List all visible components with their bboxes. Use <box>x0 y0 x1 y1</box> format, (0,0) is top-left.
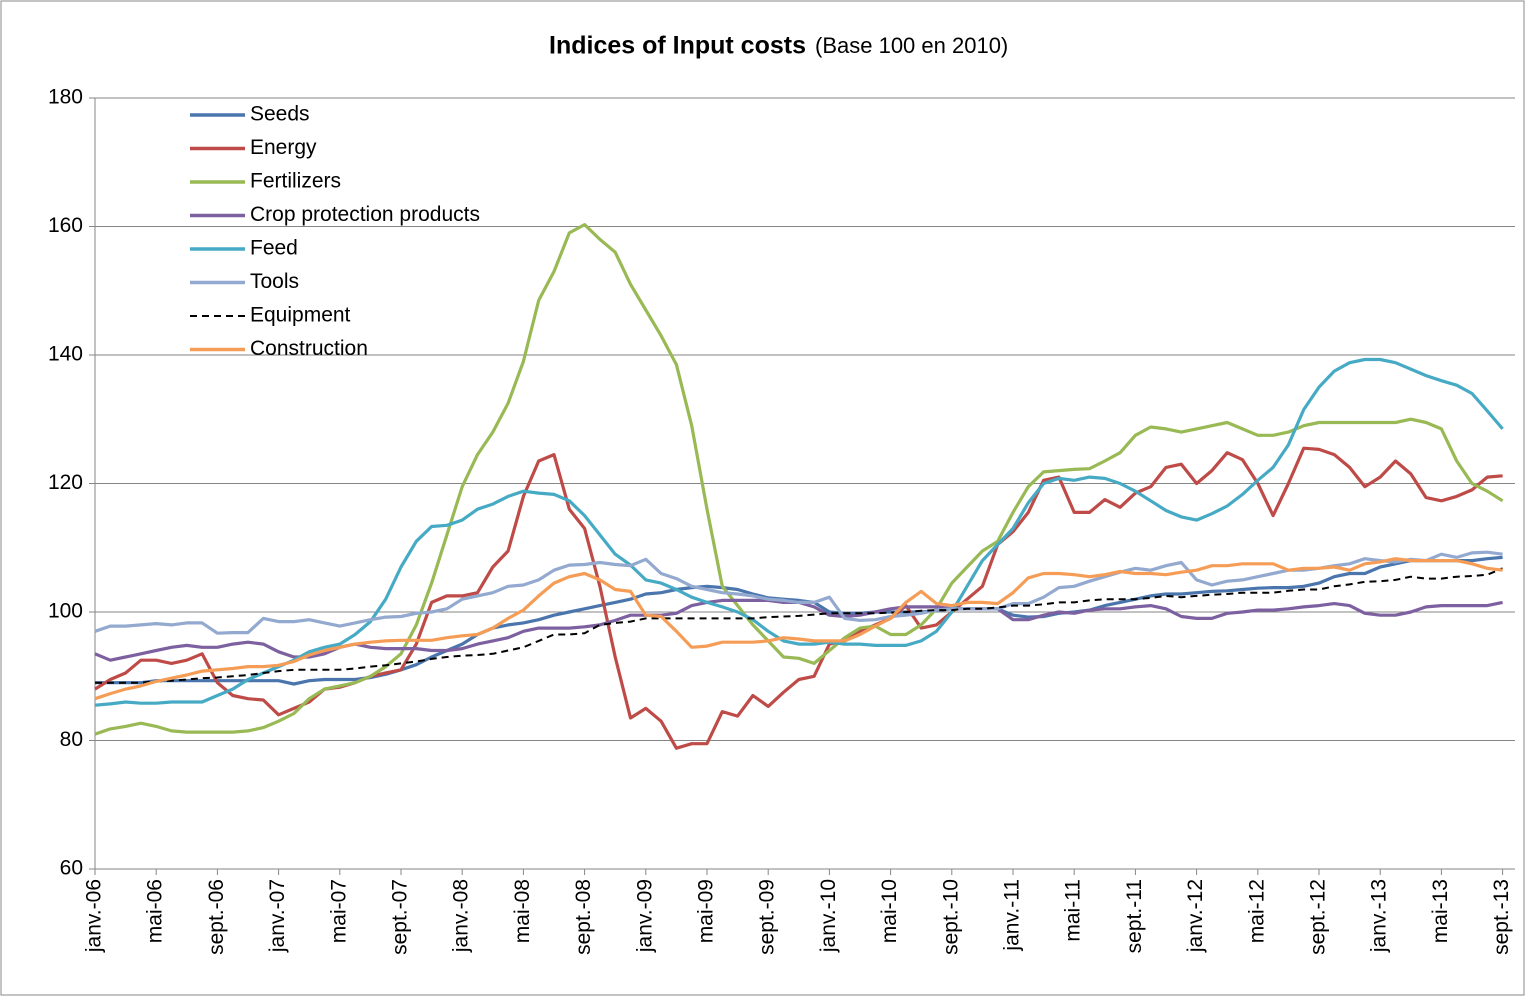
series-line <box>94 550 1503 635</box>
x-tick-label: janv.-13 <box>1368 879 1391 953</box>
x-tick-label: sept.-12 <box>1307 879 1330 955</box>
x-tick-label: sept.-09 <box>756 879 779 955</box>
x-tick-label: sept.-13 <box>1490 879 1513 955</box>
x-tick-label: mai-09 <box>695 879 718 943</box>
series-line <box>94 223 1504 736</box>
legend-label: Crop protection products <box>250 203 480 226</box>
x-tick-label: janv.-10 <box>817 879 840 953</box>
y-tick-label: 120 <box>48 471 83 494</box>
x-tick-label: janv.-12 <box>1184 879 1207 953</box>
series-line <box>95 567 1503 684</box>
x-tick-label: mai-10 <box>878 879 901 943</box>
x-tick-label: janv.-09 <box>633 879 656 953</box>
legend-label: Tools <box>250 270 299 293</box>
legend-label: Feed <box>250 237 298 260</box>
legend-label: Energy <box>250 136 317 159</box>
y-tick-label: 100 <box>48 600 83 623</box>
y-tick-label: 140 <box>48 343 83 366</box>
y-tick-label: 60 <box>60 857 83 880</box>
x-tick-label: mai-08 <box>511 879 534 943</box>
x-tick-label: sept.-08 <box>572 879 595 955</box>
legend-label: Fertilizers <box>250 170 341 193</box>
legend-label: Construction <box>250 337 368 360</box>
legend-label: Seeds <box>250 103 310 126</box>
y-tick-label: 160 <box>48 214 83 237</box>
x-tick-label: mai-06 <box>144 879 167 943</box>
y-tick-label: 180 <box>48 86 83 109</box>
series-line <box>94 557 1503 701</box>
y-tick-label: 80 <box>60 728 83 751</box>
chart-subtitle: (Base 100 en 2010) <box>815 33 1008 58</box>
x-tick-label: janv.-06 <box>83 879 106 953</box>
x-tick-label: mai-07 <box>327 879 350 943</box>
x-tick-label: sept.-10 <box>939 879 962 955</box>
x-tick-label: mai-12 <box>1245 879 1268 943</box>
x-tick-label: sept.-07 <box>389 879 412 955</box>
x-tick-label: janv.-07 <box>266 879 289 953</box>
chart-title: Indices of Input costs <box>549 32 806 60</box>
series-line <box>94 357 1504 707</box>
x-tick-label: sept.-11 <box>1123 879 1146 953</box>
x-tick-label: mai-13 <box>1429 879 1452 943</box>
x-tick-label: mai-11 <box>1062 879 1085 942</box>
x-tick-label: janv.-08 <box>450 879 473 953</box>
legend-label: Equipment <box>250 304 351 327</box>
x-tick-label: sept.-06 <box>205 879 228 955</box>
series-line <box>95 555 1503 686</box>
x-tick-label: janv.-11 <box>1001 879 1024 952</box>
